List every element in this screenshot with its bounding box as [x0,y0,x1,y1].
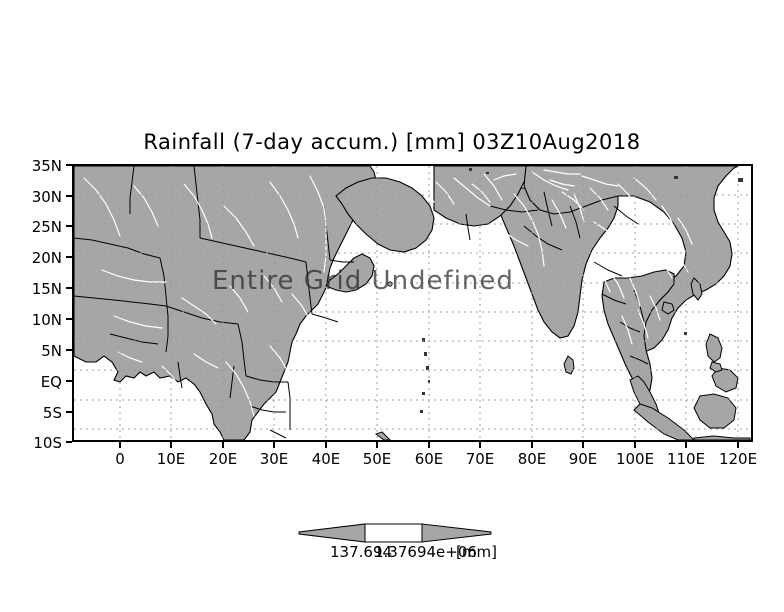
colorbar-middle-swatch [364,523,423,543]
socotra-island [387,281,393,287]
x-axis-label-80e: 80E [517,450,547,468]
philippines-visayas [709,361,723,373]
madagascar [374,431,391,440]
colorbar-max-label: 1.37694e+06 [374,543,477,561]
x-tick-2 [222,442,224,448]
map-gridlines [74,166,751,440]
colorbar-high-extend-arrow [421,523,492,543]
y-tick-2 [66,225,72,227]
y-tick-0 [66,164,72,166]
colorbar-min-label: 137.694 [330,543,393,561]
borneo [693,393,737,429]
y-tick-8 [66,411,72,413]
hainan [661,301,675,315]
x-tick-6 [428,442,430,448]
y-tick-7 [66,380,72,382]
sumatra [633,403,695,440]
philippines-mindanao [711,367,739,393]
y-tick-9 [66,441,72,443]
page-title: Rainfall (7-day accum.) [mm] 03Z10Aug201… [143,130,641,154]
colorbar-low-extend-arrow [298,523,366,543]
indochina-peninsula [601,269,675,395]
x-tick-3 [273,442,275,448]
x-axis-label-50e: 50E [362,450,392,468]
y-tick-3 [66,256,72,258]
x-tick-1 [170,442,172,448]
x-axis-label-40e: 40E [311,450,341,468]
map-plot-area[interactable] [72,164,753,442]
x-axis-label-110e: 110E [666,450,706,468]
colorbar-tick-labels: 137.694 1.37694e+06 [mm] [250,543,550,563]
x-axis-label-70e: 70E [465,450,495,468]
x-tick-11 [685,442,687,448]
island-specks [420,168,743,413]
x-tick-10 [634,442,636,448]
africa-eurasia-landmass [74,166,377,440]
x-axis-label-120e: 120E [718,450,758,468]
x-tick-4 [325,442,327,448]
y-axis-label-15n: 15N [31,280,62,298]
map-canvas [74,166,751,440]
colorbar-unit-label: [mm] [456,543,497,561]
y-tick-5 [66,318,72,320]
y-axis-label-30n: 30N [31,188,62,206]
landmass-group [74,166,751,440]
x-tick-9 [582,442,584,448]
x-tick-8 [531,442,533,448]
x-axis-label-60e: 60E [414,450,444,468]
y-axis-label-25n: 25N [31,218,62,236]
x-axis-label-0: 0 [115,450,125,468]
x-axis-label-20e: 20E [208,450,238,468]
colorbar[interactable] [297,520,493,546]
y-axis-label-eq: EQ [40,373,62,391]
y-axis-label-5s: 5S [42,404,62,422]
x-tick-12 [737,442,739,448]
java [693,435,751,440]
x-axis-label-30e: 30E [259,450,289,468]
y-axis-label-20n: 20N [31,249,62,267]
x-axis-label-90e: 90E [568,450,598,468]
y-axis-label-10n: 10N [31,311,62,329]
x-tick-0 [119,442,121,448]
y-axis-label-10s: 10S [33,434,62,452]
y-tick-4 [66,287,72,289]
y-tick-1 [66,195,72,197]
x-tick-5 [376,442,378,448]
y-axis-label-5n: 5N [41,342,62,360]
x-axis-label-100e: 100E [615,450,655,468]
x-axis-label-10e: 10E [156,450,186,468]
y-tick-6 [66,349,72,351]
x-tick-7 [479,442,481,448]
y-axis-label-35n: 35N [31,157,62,175]
country-borders [74,166,649,439]
